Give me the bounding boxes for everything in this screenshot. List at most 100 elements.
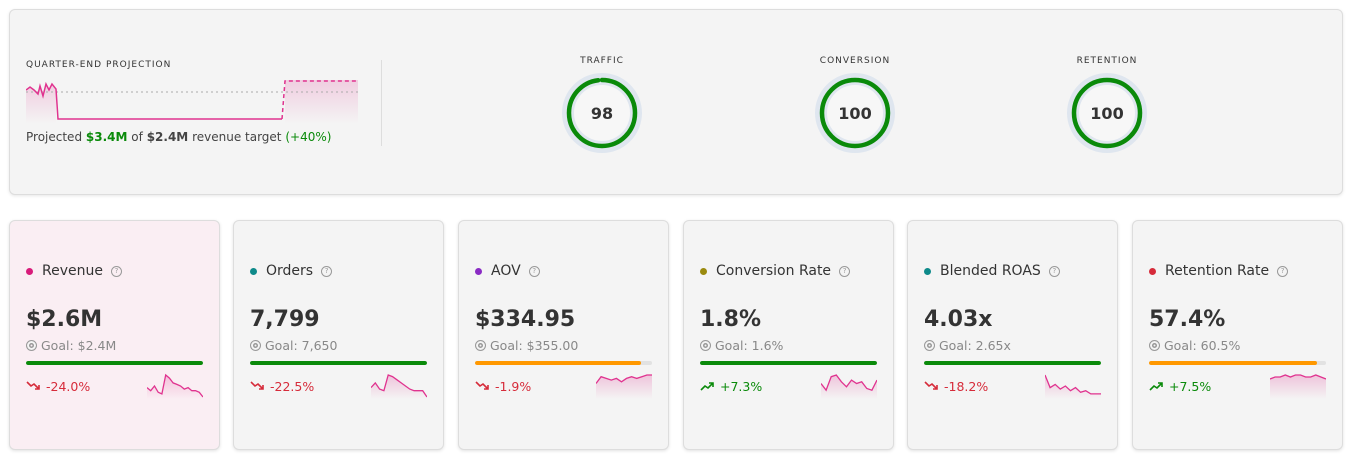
gauge-label: RETENTION — [1076, 56, 1138, 66]
projection-chart — [26, 80, 358, 124]
card-header: Blended ROAS? — [924, 263, 1101, 279]
goal-text: Goal: 2.65x — [939, 338, 1011, 353]
target-icon — [700, 340, 711, 351]
projection-title: QUARTER-END PROJECTION — [26, 60, 172, 70]
goal-progress-fill — [475, 361, 642, 365]
card-header: Retention Rate? — [1149, 263, 1326, 279]
projection-panel: QUARTER-END PROJECTION Projected $3.4M o… — [9, 9, 1343, 195]
metric-card-orders[interactable]: Orders? 7,799 Goal: 7,650 -22.5% — [233, 220, 444, 450]
goal-progress-fill — [26, 361, 203, 365]
sparkline — [821, 374, 877, 399]
metric-label: Blended ROAS — [940, 263, 1041, 279]
card-header: Revenue? — [26, 263, 203, 279]
goal-text: Goal: 60.5% — [1164, 338, 1241, 353]
gauge-conversion: CONVERSION 100 — [805, 56, 905, 154]
trend-down-icon — [924, 381, 938, 390]
trend-down-icon — [26, 381, 40, 390]
goal-progress-fill — [700, 361, 877, 365]
card-header: Conversion Rate? — [700, 263, 877, 279]
series-dot — [1149, 267, 1156, 275]
goal: Goal: 7,650 — [250, 338, 427, 353]
sparkline — [596, 374, 652, 399]
metric-value: 1.8% — [700, 307, 762, 332]
metric-value: $334.95 — [475, 307, 576, 332]
projection-percent: (+40%) — [285, 130, 332, 144]
goal-progress-bar — [475, 361, 652, 365]
delta: +7.5% — [1149, 379, 1211, 394]
gauge-value: 100 — [838, 104, 871, 123]
projected-value: $3.4M — [85, 130, 128, 144]
delta: -22.5% — [250, 379, 314, 394]
target-icon — [1149, 340, 1160, 351]
gauge-value: 98 — [591, 104, 613, 123]
gauge-traffic: TRAFFIC 98 — [552, 56, 652, 154]
delta-value: +7.3% — [720, 378, 763, 394]
delta-value: -22.5% — [270, 378, 315, 394]
metric-label: Revenue — [42, 263, 103, 279]
gauge-ring: 100 — [1067, 73, 1147, 153]
goal: Goal: $2.4M — [26, 338, 203, 353]
goal-progress-bar — [700, 361, 877, 365]
goal-text: Goal: $2.4M — [41, 338, 117, 353]
goal-progress-fill — [924, 361, 1101, 365]
help-icon[interactable]: ? — [321, 265, 333, 277]
divider — [381, 60, 382, 146]
sparkline — [1270, 374, 1326, 399]
delta: -18.2% — [924, 379, 988, 394]
goal-text: Goal: 1.6% — [715, 338, 784, 353]
projection-prefix: Projected — [26, 130, 83, 144]
metric-value: $2.6M — [26, 307, 103, 332]
gauge-value: 100 — [1090, 104, 1123, 123]
quarter-end-projection: QUARTER-END PROJECTION Projected $3.4M o… — [26, 60, 366, 144]
delta-value: -1.9% — [495, 378, 532, 394]
projection-suffix: revenue target — [192, 130, 282, 144]
help-icon[interactable]: ? — [110, 265, 122, 277]
sparkline — [1045, 374, 1101, 399]
goal: Goal: 60.5% — [1149, 338, 1326, 353]
metric-card-aov[interactable]: AOV? $334.95 Goal: $355.00 -1.9% — [458, 220, 669, 450]
goal-progress-bar — [250, 361, 427, 365]
gauge-label: CONVERSION — [819, 56, 891, 66]
delta-value: +7.5% — [1169, 378, 1212, 394]
series-dot — [700, 267, 707, 275]
metric-card-conversion-rate[interactable]: Conversion Rate? 1.8% Goal: 1.6% +7.3% — [683, 220, 894, 450]
card-header: Orders? — [250, 263, 427, 279]
projection-summary: Projected $3.4M of $2.4M revenue target … — [26, 130, 366, 144]
trend-up-icon — [700, 382, 714, 391]
metric-card-blended-roas[interactable]: Blended ROAS? 4.03x Goal: 2.65x -18.2% — [907, 220, 1118, 450]
trend-down-icon — [250, 381, 264, 390]
help-icon[interactable]: ? — [1277, 265, 1289, 277]
help-icon[interactable]: ? — [839, 265, 851, 277]
gauge-ring: 98 — [562, 73, 642, 153]
sparkline — [147, 373, 203, 399]
delta: -24.0% — [26, 379, 90, 394]
metric-label: Orders — [266, 263, 314, 279]
metric-value: 4.03x — [924, 307, 993, 332]
trend-down-icon — [475, 381, 489, 390]
target-icon — [924, 340, 935, 351]
metric-card-retention-rate[interactable]: Retention Rate? 57.4% Goal: 60.5% +7.5% — [1132, 220, 1343, 450]
series-dot — [26, 267, 33, 275]
goal-text: Goal: $355.00 — [490, 338, 579, 353]
metric-card-revenue[interactable]: Revenue? $2.6M Goal: $2.4M -24.0% — [9, 220, 220, 450]
delta-value: -18.2% — [944, 378, 989, 394]
goal-progress-bar — [924, 361, 1101, 365]
help-icon[interactable]: ? — [528, 265, 540, 277]
target-icon — [475, 340, 486, 351]
metric-label: Retention Rate — [1165, 263, 1270, 279]
help-icon[interactable]: ? — [1048, 265, 1060, 277]
series-dot — [250, 267, 257, 275]
projection-of: of — [131, 130, 143, 144]
goal-text: Goal: 7,650 — [265, 338, 338, 353]
gauge-label: TRAFFIC — [580, 56, 624, 66]
target-icon — [26, 340, 37, 351]
trend-up-icon — [1149, 382, 1163, 391]
gauge-ring: 100 — [815, 73, 895, 153]
goal: Goal: 2.65x — [924, 338, 1101, 353]
goal-progress-fill — [1149, 361, 1318, 365]
goal-progress-bar — [26, 361, 203, 365]
series-dot — [924, 267, 931, 275]
metric-label: AOV — [491, 263, 521, 279]
delta: +7.3% — [700, 379, 762, 394]
gauge-retention: RETENTION 100 — [1057, 56, 1157, 154]
